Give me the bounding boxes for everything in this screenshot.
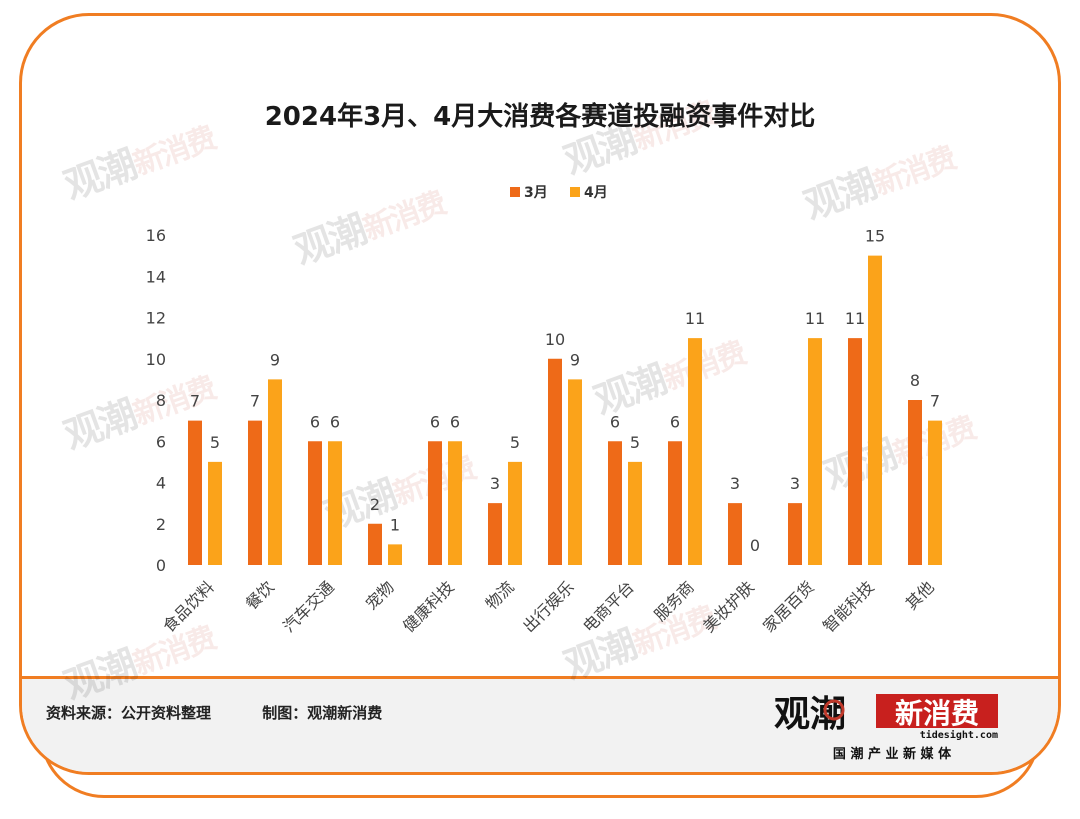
data-label: 3	[490, 474, 500, 493]
logo-red-block	[876, 694, 998, 728]
logo-tagline: 国 潮 产 业 新 媒 体	[833, 746, 952, 762]
data-label: 6	[310, 412, 320, 431]
data-label: 5	[210, 433, 220, 452]
bar	[508, 461, 522, 565]
bar	[268, 379, 282, 565]
category-label: 汽车交通	[279, 577, 338, 636]
y-tick-label: 4	[156, 474, 166, 493]
data-label: 7	[930, 392, 940, 411]
bar	[248, 420, 262, 565]
data-label: 6	[670, 412, 680, 431]
category-label: 宠物	[362, 577, 398, 613]
data-label: 6	[610, 412, 620, 431]
y-tick-label: 16	[146, 226, 166, 245]
bar	[188, 420, 202, 565]
category-label: 健康科技	[399, 577, 458, 636]
data-label: 6	[330, 412, 340, 431]
data-label: 5	[510, 433, 520, 452]
data-label: 0	[750, 536, 760, 555]
data-label: 6	[450, 412, 460, 431]
category-label: 美妆护肤	[699, 577, 758, 636]
data-label: 10	[545, 330, 565, 349]
y-tick-label: 8	[156, 391, 166, 410]
bar	[848, 338, 862, 565]
data-label: 11	[685, 309, 705, 328]
bar	[308, 441, 322, 565]
chart-title: 2024年3月、4月大消费各赛道投融资事件对比	[264, 102, 816, 132]
logo-domain: tidesight.com	[920, 729, 998, 741]
data-label: 11	[845, 309, 865, 328]
category-label: 餐饮	[242, 577, 278, 613]
category-label: 食品饮料	[159, 577, 218, 636]
data-label: 9	[270, 350, 280, 369]
source-label: 资料来源：公开资料整理	[46, 704, 212, 722]
category-label: 出行娱乐	[519, 577, 578, 636]
data-label: 7	[190, 392, 200, 411]
category-label: 物流	[482, 577, 518, 613]
maker-label: 制图：观潮新消费	[262, 704, 383, 722]
category-label: 智能科技	[819, 577, 878, 636]
data-label: 5	[630, 433, 640, 452]
y-tick-label: 14	[146, 267, 166, 286]
bar	[548, 358, 562, 565]
logo-eye-icon	[823, 699, 845, 721]
legend-label: 3月	[524, 185, 548, 201]
y-tick-label: 12	[146, 309, 166, 328]
bar	[428, 441, 442, 565]
bar	[668, 441, 682, 565]
data-label: 3	[730, 474, 740, 493]
y-tick-label: 6	[156, 432, 166, 451]
bar	[908, 400, 922, 565]
category-label: 服务商	[650, 577, 697, 624]
data-label: 6	[430, 412, 440, 431]
data-label: 8	[910, 371, 920, 390]
bar	[368, 523, 382, 565]
bar	[728, 503, 742, 565]
bar	[788, 503, 802, 565]
data-label: 2	[370, 495, 380, 514]
bar	[808, 338, 822, 565]
y-tick-label: 10	[146, 350, 166, 369]
bar	[448, 441, 462, 565]
bar	[608, 441, 622, 565]
data-label: 7	[250, 392, 260, 411]
data-label: 1	[390, 515, 400, 534]
legend-label: 4月	[584, 185, 608, 201]
category-label: 家居百货	[759, 577, 818, 636]
bar	[568, 379, 582, 565]
category-label: 其他	[902, 577, 938, 613]
y-tick-label: 2	[156, 515, 166, 534]
bar	[868, 255, 882, 565]
data-label: 15	[865, 227, 885, 246]
footer-credits: 资料来源：公开资料整理 制图：观潮新消费	[46, 702, 428, 723]
bar	[388, 544, 402, 565]
bar	[328, 441, 342, 565]
data-label: 11	[805, 309, 825, 328]
bar	[488, 503, 502, 565]
data-label: 9	[570, 350, 580, 369]
data-label: 3	[790, 474, 800, 493]
bar	[208, 461, 222, 565]
legend-swatch	[510, 187, 520, 197]
logo-name-part2: 新消费	[895, 697, 979, 730]
bar	[928, 420, 942, 565]
y-tick-label: 0	[156, 556, 166, 575]
category-label: 电商平台	[579, 577, 638, 636]
bar	[688, 338, 702, 565]
legend-swatch	[570, 187, 580, 197]
bar	[628, 461, 642, 565]
brand-logo: 观潮 新消费 tidesight.com 国 潮 产 业 新 媒 体	[774, 694, 998, 762]
